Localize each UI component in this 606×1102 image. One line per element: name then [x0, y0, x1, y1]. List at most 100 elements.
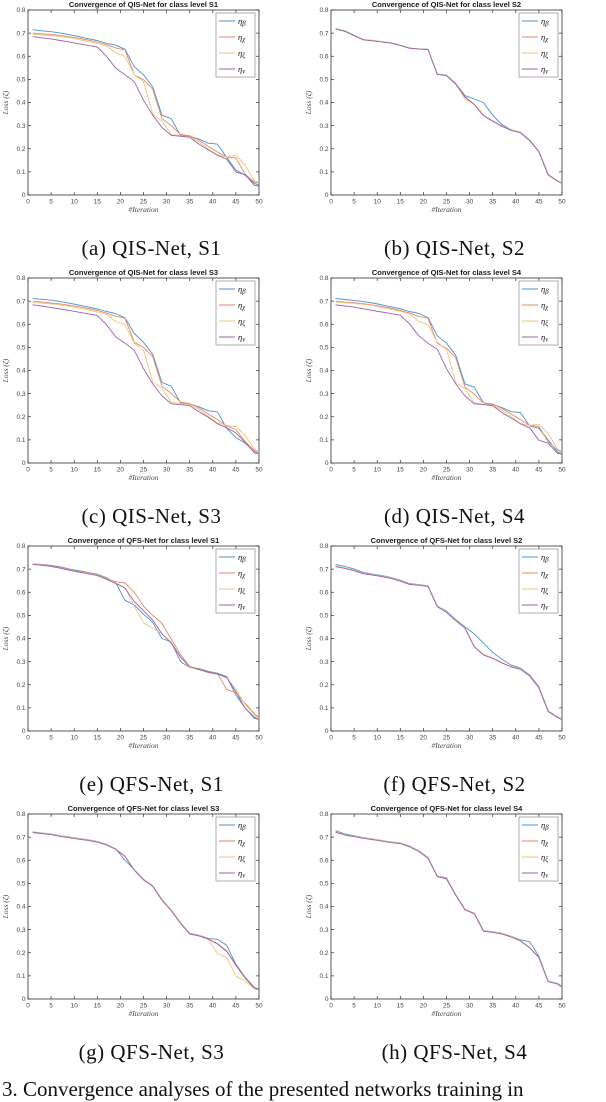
svg-text:25: 25: [443, 735, 451, 742]
svg-text:0: 0: [22, 728, 26, 735]
svg-text:0.2: 0.2: [16, 950, 25, 957]
plot-area: 0 5 10 15 20 25 30 35 40 45 50 0 0.1 0.2 0.3 0.4 0.5 0.6 0…: [303, 536, 606, 764]
svg-text:0: 0: [22, 460, 26, 467]
legend-box: [215, 548, 256, 614]
svg-text:50: 50: [255, 199, 263, 206]
svg-text:30: 30: [466, 735, 474, 742]
svg-text:Loss (ζ): Loss (ζ): [1, 358, 10, 383]
legend-label-eta_chi: ηχ: [238, 300, 246, 312]
series-eta_beta: [335, 564, 563, 720]
svg-text:0.8: 0.8: [16, 275, 25, 282]
svg-text:0.2: 0.2: [319, 950, 328, 957]
svg-text:0.6: 0.6: [16, 321, 25, 328]
legend-label-eta_chi: ηχ: [238, 32, 246, 44]
svg-text:0.8: 0.8: [16, 7, 25, 14]
svg-text:0: 0: [22, 192, 26, 199]
svg-text:0.1: 0.1: [319, 705, 328, 712]
svg-text:0.7: 0.7: [319, 566, 328, 573]
svg-text:0: 0: [26, 199, 30, 206]
svg-text:Convergence of QFS-Net for cla: Convergence of QFS-Net for class level S…: [68, 804, 220, 813]
svg-text:0.4: 0.4: [16, 904, 25, 911]
svg-text:0.8: 0.8: [16, 543, 25, 550]
subplot-caption: (h) QFS-Net, S4: [381, 1039, 528, 1064]
subplot-g: 0 5 10 15 20 25 30 35 40 45 50 0 0.1 0.2 0.3 0.4 0.5 0.6 0…: [0, 804, 303, 1072]
svg-text:0.3: 0.3: [319, 927, 328, 934]
svg-text:25: 25: [140, 467, 148, 474]
legend-label-eta_nu: ην: [541, 868, 549, 880]
plot-area: 0 5 10 15 20 25 30 35 40 45 50 0 0.1 0.2 0.3 0.4 0.5 0.6 0…: [0, 536, 303, 764]
svg-text:30: 30: [163, 1003, 171, 1010]
svg-text:5: 5: [352, 1003, 356, 1010]
svg-text:#Iteration: #Iteration: [432, 205, 462, 214]
svg-text:45: 45: [232, 1003, 240, 1010]
svg-text:45: 45: [232, 199, 240, 206]
svg-text:10: 10: [71, 199, 79, 206]
svg-text:5: 5: [49, 735, 53, 742]
legend-label-eta_chi: ηχ: [541, 300, 549, 312]
legend-label-eta_xi: ηξ: [541, 584, 548, 596]
svg-text:10: 10: [374, 467, 382, 474]
legend-label-eta_xi: ηξ: [541, 48, 548, 60]
svg-text:Loss (ζ): Loss (ζ): [304, 894, 313, 919]
svg-text:0.4: 0.4: [319, 368, 328, 375]
svg-text:45: 45: [535, 467, 543, 474]
svg-text:30: 30: [466, 1003, 474, 1010]
legend-label-eta_chi: ηχ: [541, 836, 549, 848]
svg-text:Loss (ζ): Loss (ζ): [304, 358, 313, 383]
svg-text:5: 5: [49, 467, 53, 474]
legend-label-eta_nu: ην: [238, 600, 246, 612]
svg-text:15: 15: [94, 467, 102, 474]
svg-text:35: 35: [489, 199, 497, 206]
subplot-d: 0 5 10 15 20 25 30 35 40 45 50 0 0.1 0.2 0.3 0.4 0.5 0.6 0…: [303, 268, 606, 536]
svg-text:40: 40: [512, 735, 520, 742]
series-eta_beta: [32, 297, 260, 455]
svg-text:15: 15: [397, 467, 405, 474]
plot-svg: 0 5 10 15 20 25 30 35 40 45 50 0 0.1 0.2 0.3 0.4 0.5 0.6 0…: [1, 804, 263, 1018]
svg-text:0.6: 0.6: [319, 857, 328, 864]
series-eta_chi: [335, 300, 563, 453]
svg-text:10: 10: [71, 1003, 79, 1010]
svg-text:0.8: 0.8: [319, 811, 328, 818]
svg-text:20: 20: [420, 467, 428, 474]
svg-text:35: 35: [186, 735, 194, 742]
subplot-a: 0 5 10 15 20 25 30 35 40 45 50 0 0.1 0.2 0.3 0.4 0.5 0.6 0…: [0, 0, 303, 268]
svg-text:0.5: 0.5: [319, 881, 328, 888]
plot-svg: 0 5 10 15 20 25 30 35 40 45 50 0 0.1 0.2 0.3 0.4 0.5 0.6 0…: [1, 0, 263, 214]
series-eta_nu: [32, 304, 260, 455]
svg-text:0: 0: [325, 728, 329, 735]
subplot-caption: (b) QIS-Net, S2: [383, 235, 526, 260]
svg-text:0.1: 0.1: [319, 973, 328, 980]
svg-text:0.4: 0.4: [16, 368, 25, 375]
svg-text:40: 40: [209, 1003, 217, 1010]
svg-text:0.3: 0.3: [319, 391, 328, 398]
svg-text:5: 5: [352, 467, 356, 474]
series-eta_xi: [32, 33, 260, 183]
svg-text:45: 45: [535, 199, 543, 206]
svg-text:10: 10: [374, 1003, 382, 1010]
svg-text:45: 45: [535, 1003, 543, 1010]
svg-text:0.5: 0.5: [319, 77, 328, 84]
svg-text:Loss (ζ): Loss (ζ): [1, 626, 10, 651]
svg-text:#Iteration: #Iteration: [129, 1009, 159, 1018]
svg-text:35: 35: [489, 1003, 497, 1010]
series-eta_nu: [335, 28, 563, 184]
svg-text:0.6: 0.6: [16, 53, 25, 60]
svg-text:20: 20: [420, 735, 428, 742]
svg-text:35: 35: [489, 467, 497, 474]
svg-text:40: 40: [209, 199, 217, 206]
svg-text:Loss (ζ): Loss (ζ): [1, 894, 10, 919]
svg-text:0.5: 0.5: [16, 613, 25, 620]
svg-text:15: 15: [397, 735, 405, 742]
svg-text:Convergence of QFS-Net for cla: Convergence of QFS-Net for class level S…: [371, 804, 524, 813]
subplot-f: 0 5 10 15 20 25 30 35 40 45 50 0 0.1 0.2 0.3 0.4 0.5 0.6 0…: [303, 536, 606, 804]
svg-text:30: 30: [163, 467, 171, 474]
svg-text:0.7: 0.7: [319, 298, 328, 305]
svg-text:Convergence of QFS-Net for cla: Convergence of QFS-Net for class level S…: [68, 536, 220, 545]
plot-svg: 0 5 10 15 20 25 30 35 40 45 50 0 0.1 0.2 0.3 0.4 0.5 0.6 0…: [1, 268, 263, 482]
subplot-caption: (e) QFS-Net, S1: [79, 771, 224, 796]
svg-text:Convergence of QIS-Net for cla: Convergence of QIS-Net for class level S…: [69, 0, 218, 9]
svg-text:0.6: 0.6: [319, 53, 328, 60]
svg-text:0.7: 0.7: [16, 298, 25, 305]
legend-label-eta_xi: ηξ: [541, 316, 548, 328]
svg-text:0: 0: [26, 735, 30, 742]
